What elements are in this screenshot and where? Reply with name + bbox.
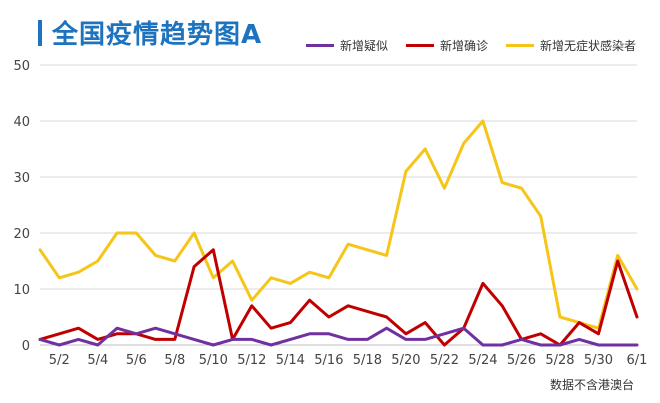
x-tick-label-5-28: 5/28 bbox=[545, 353, 574, 368]
y-tick-label-20: 20 bbox=[13, 227, 30, 242]
legend-swatch-asymptomatic bbox=[506, 44, 535, 47]
series-line-asymptomatic bbox=[38, 119, 639, 330]
legend-swatch-suspected bbox=[306, 44, 334, 47]
legend-item-suspected: 新增疑似 bbox=[306, 37, 388, 54]
data-note: 数据不含港澳台 bbox=[549, 378, 634, 392]
x-tick-label-5-30: 5/30 bbox=[584, 353, 613, 368]
x-tick-label-5-12: 5/12 bbox=[237, 353, 266, 368]
title-accent-bar bbox=[38, 20, 42, 46]
series-line-confirmed bbox=[38, 248, 639, 347]
x-tick-label-6-1: 6/1 bbox=[627, 353, 648, 368]
x-tick-label-5-14: 5/14 bbox=[276, 353, 305, 368]
y-tick-label-30: 30 bbox=[13, 171, 30, 186]
legend-swatch-confirmed bbox=[406, 44, 435, 47]
x-tick-label-5-20: 5/20 bbox=[391, 353, 420, 368]
x-tick-label-5-10: 5/10 bbox=[199, 353, 228, 368]
x-tick-label-5-2: 5/2 bbox=[49, 353, 70, 368]
legend-label-suspected: 新增疑似 bbox=[340, 39, 389, 53]
x-tick-label-5-26: 5/26 bbox=[507, 353, 536, 368]
x-tick-label-5-4: 5/4 bbox=[87, 353, 108, 368]
legend-label-confirmed: 新增确诊 bbox=[440, 39, 489, 53]
y-tick-label-40: 40 bbox=[13, 115, 30, 130]
chart-title: 全国疫情趋势图A bbox=[52, 20, 263, 50]
x-tick-label-5-8: 5/8 bbox=[164, 353, 185, 368]
series-line-suspected bbox=[38, 326, 639, 347]
x-tick-label-5-24: 5/24 bbox=[468, 353, 497, 368]
x-tick-label-5-16: 5/16 bbox=[314, 353, 343, 368]
x-tick-label-5-18: 5/18 bbox=[353, 353, 382, 368]
x-tick-label-5-6: 5/6 bbox=[126, 353, 147, 368]
y-tick-label-10: 10 bbox=[13, 283, 30, 298]
legend-label-asymptomatic: 新增无症状感染者 bbox=[540, 39, 637, 53]
legend: 新增疑似 新增确诊 新增无症状感染者 bbox=[306, 37, 636, 54]
y-tick-label-0: 0 bbox=[22, 339, 30, 354]
legend-item-confirmed: 新增确诊 bbox=[406, 37, 488, 54]
legend-item-asymptomatic: 新增无症状感染者 bbox=[506, 37, 636, 54]
x-tick-label-5-22: 5/22 bbox=[430, 353, 459, 368]
y-tick-label-50: 50 bbox=[13, 59, 30, 74]
